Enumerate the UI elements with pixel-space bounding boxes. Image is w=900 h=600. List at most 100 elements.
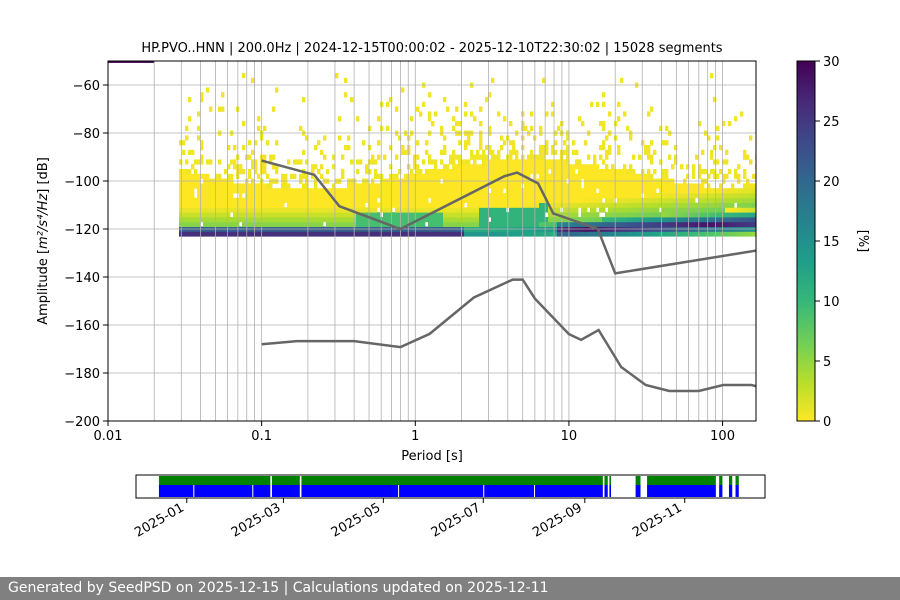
heatmap-cell bbox=[716, 188, 720, 194]
heatmap-cell bbox=[689, 183, 693, 189]
heatmap-cell bbox=[548, 164, 552, 170]
heatmap-cell bbox=[518, 231, 522, 237]
y-tick-label: −180 bbox=[64, 367, 100, 382]
heatmap-cell bbox=[197, 135, 201, 141]
heatmap-cell bbox=[545, 193, 549, 199]
heatmap-cell bbox=[545, 159, 549, 165]
heatmap-cell bbox=[497, 193, 501, 199]
heatmap-cell bbox=[302, 231, 306, 237]
heatmap-cell bbox=[482, 169, 486, 175]
y-axis-label-tail: ] [dB] bbox=[36, 157, 51, 194]
heatmap-cell bbox=[344, 207, 348, 213]
heatmap-cell bbox=[479, 217, 483, 223]
heatmap-cell bbox=[725, 207, 729, 213]
heatmap-cell bbox=[698, 183, 702, 189]
heatmap-cell bbox=[587, 212, 591, 218]
heatmap-cell bbox=[572, 188, 576, 194]
heatmap-cell bbox=[500, 212, 504, 218]
heatmap-cell bbox=[485, 145, 489, 151]
heatmap-cell bbox=[248, 173, 252, 179]
heatmap-cell bbox=[179, 221, 183, 227]
heatmap-cell bbox=[254, 169, 258, 175]
heatmap-cell bbox=[398, 197, 402, 203]
heatmap-cell bbox=[725, 231, 729, 237]
heatmap-cell bbox=[299, 173, 303, 179]
heatmap-cell bbox=[527, 188, 531, 194]
heatmap-cell bbox=[347, 217, 351, 223]
heatmap-cell bbox=[641, 188, 645, 194]
heatmap-cell bbox=[356, 169, 360, 175]
heatmap-cell bbox=[548, 207, 552, 213]
heatmap-cell bbox=[623, 197, 627, 203]
heatmap-cell bbox=[428, 154, 432, 160]
heatmap-cell bbox=[233, 217, 237, 223]
heatmap-cell bbox=[713, 217, 717, 223]
heatmap-cell bbox=[485, 231, 489, 237]
heatmap-cell bbox=[281, 231, 285, 237]
heatmap-cell bbox=[431, 173, 435, 179]
colorbar bbox=[796, 60, 816, 422]
heatmap-cell bbox=[587, 197, 591, 203]
heatmap-cell bbox=[554, 217, 558, 223]
heatmap-cell bbox=[311, 197, 315, 203]
heatmap-cell bbox=[251, 207, 255, 213]
heatmap-cell bbox=[563, 188, 567, 194]
availability-segment-bottom bbox=[647, 485, 716, 497]
heatmap-cell bbox=[341, 217, 345, 223]
heatmap-cell bbox=[194, 197, 198, 203]
heatmap-cell bbox=[512, 212, 516, 218]
heatmap-cell bbox=[371, 159, 375, 165]
heatmap-cell bbox=[461, 188, 465, 194]
heatmap-cell bbox=[722, 159, 726, 165]
heatmap-cell bbox=[713, 159, 717, 165]
heatmap-cell bbox=[347, 188, 351, 194]
heatmap-cell bbox=[545, 173, 549, 179]
heatmap-cell bbox=[731, 188, 735, 194]
heatmap-cell bbox=[275, 197, 279, 203]
heatmap-cell bbox=[554, 159, 558, 165]
heatmap-cell bbox=[323, 207, 327, 213]
heatmap-cell bbox=[302, 207, 306, 213]
heatmap-cell bbox=[701, 149, 705, 155]
heatmap-cell bbox=[479, 140, 483, 146]
heatmap-cell bbox=[497, 207, 501, 213]
heatmap-cell bbox=[632, 202, 636, 208]
heatmap-cell bbox=[353, 183, 357, 189]
heatmap-cell bbox=[464, 221, 468, 227]
heatmap-cell bbox=[380, 231, 384, 237]
heatmap-cell bbox=[389, 202, 393, 208]
heatmap-cell bbox=[224, 221, 228, 227]
heatmap-cell bbox=[446, 221, 450, 227]
heatmap-cell bbox=[578, 173, 582, 179]
heatmap-cell bbox=[299, 159, 303, 165]
heatmap-cell bbox=[239, 202, 243, 208]
heatmap-cell bbox=[509, 231, 513, 237]
heatmap-cell bbox=[692, 207, 696, 213]
heatmap-cell bbox=[344, 221, 348, 227]
heatmap-cell bbox=[635, 231, 639, 237]
heatmap-cell bbox=[458, 197, 462, 203]
heatmap-cell bbox=[626, 221, 630, 227]
heatmap-cell bbox=[473, 154, 477, 160]
heatmap-cell bbox=[569, 193, 573, 199]
heatmap-cell bbox=[671, 197, 675, 203]
heatmap-cell bbox=[284, 183, 288, 189]
heatmap-cell bbox=[650, 106, 654, 112]
heatmap-cell bbox=[449, 231, 453, 237]
heatmap-cell bbox=[410, 193, 414, 199]
heatmap-cell bbox=[689, 202, 693, 208]
heatmap-cell bbox=[311, 231, 315, 237]
heatmap-cell bbox=[200, 207, 204, 213]
heatmap-cell bbox=[314, 197, 318, 203]
heatmap-cell bbox=[428, 188, 432, 194]
heatmap-cell bbox=[233, 188, 237, 194]
heatmap-cell bbox=[638, 197, 642, 203]
heatmap-cell bbox=[527, 202, 531, 208]
heatmap-cell bbox=[545, 231, 549, 237]
heatmap-cell bbox=[320, 202, 324, 208]
heatmap-cell bbox=[632, 217, 636, 223]
heatmap-cell bbox=[419, 111, 423, 117]
heatmap-cell bbox=[530, 149, 534, 155]
heatmap-cell bbox=[482, 154, 486, 160]
heatmap-cell bbox=[620, 169, 624, 175]
